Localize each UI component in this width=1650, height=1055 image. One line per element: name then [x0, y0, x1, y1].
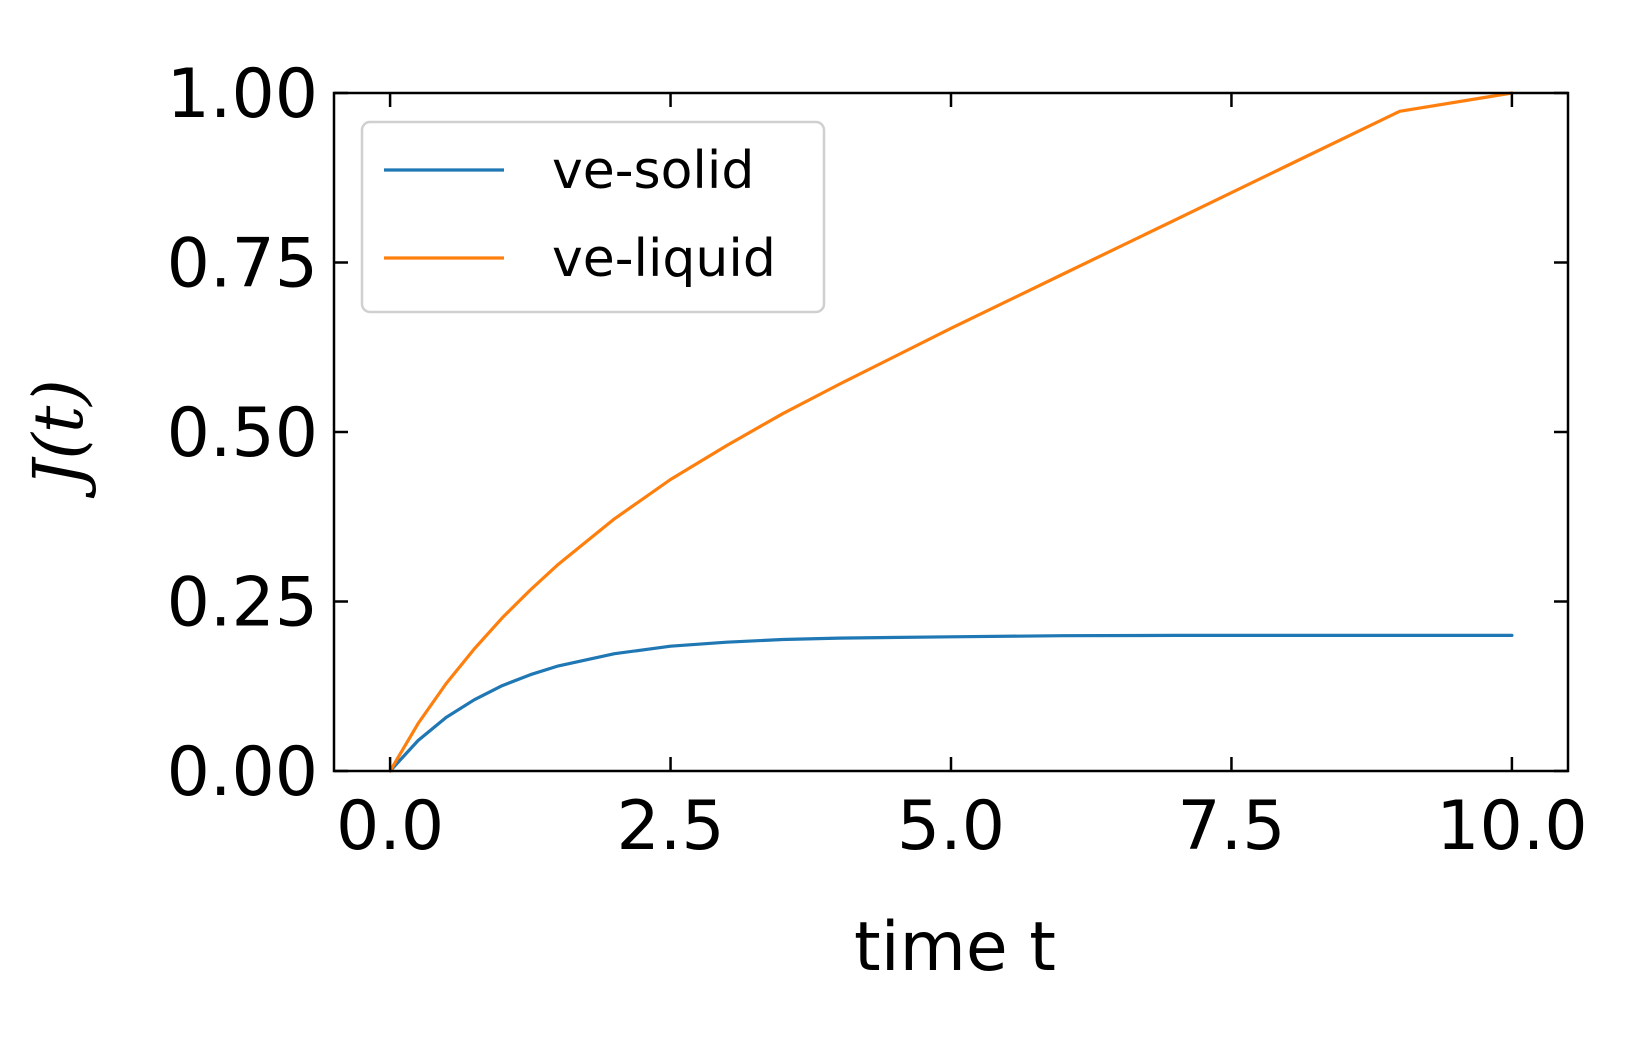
series-line-ve-solid — [388, 633, 1514, 773]
y-axis-label: J(t) — [20, 379, 99, 499]
y-tick-label: 0.00 — [167, 733, 318, 812]
x-tick-label: 10.0 — [1436, 787, 1587, 866]
y-tick-label: 1.00 — [167, 55, 318, 134]
axes: 0.0 2.5 5.0 7.5 10.0 0.00 0.25 0.50 0.75 1.00 — [167, 55, 1588, 866]
y-tick-label: 0.50 — [167, 394, 318, 473]
x-axis-label: time t — [854, 908, 1056, 987]
legend-label-ve-liquid: ve-liquid — [552, 229, 776, 289]
y-tick-label: 0.25 — [167, 564, 318, 643]
series-line-ve-liquid — [388, 91, 1514, 773]
legend-label-ve-solid: ve-solid — [552, 141, 754, 201]
x-tick-label: 7.5 — [1177, 787, 1285, 866]
x-tick-label: 0.0 — [336, 787, 444, 866]
y-axis-label-group: J(t) — [20, 379, 99, 499]
legend: ve-solid ve-liquid — [360, 120, 826, 314]
y-tick-label: 0.75 — [167, 225, 318, 304]
x-tick-label: 2.5 — [616, 787, 724, 866]
plot-area — [388, 91, 1514, 773]
x-tick-label: 5.0 — [897, 787, 1005, 866]
